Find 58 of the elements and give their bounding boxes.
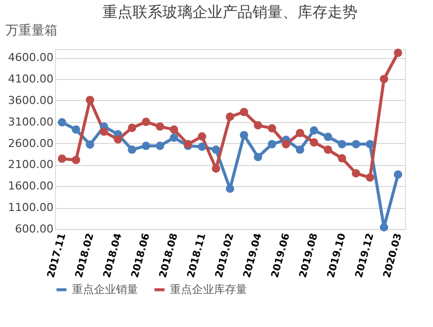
y-tick-label: 1100.00 (8, 201, 54, 214)
point (72, 125, 80, 134)
y-tick-label: 3600.00 (8, 94, 54, 107)
y-tick-label: 4100.00 (8, 72, 54, 86)
point (394, 48, 402, 58)
point (100, 128, 108, 136)
point (338, 154, 346, 162)
point (310, 126, 318, 135)
point (310, 138, 318, 147)
point (142, 118, 150, 126)
point (324, 132, 332, 142)
point (212, 146, 220, 154)
y-tick-label: 600.00 (15, 222, 54, 236)
point (366, 173, 374, 182)
point (226, 184, 234, 193)
point (296, 146, 304, 154)
point (282, 140, 290, 148)
legend-label: 重点企业库存量 (170, 282, 247, 296)
point (170, 134, 178, 142)
y-tick-label: 4600.00 (8, 51, 54, 64)
point (212, 164, 220, 173)
point (72, 156, 80, 164)
point (352, 140, 360, 148)
chart-title: 重点联系玻璃企业产品销量、库存走势 (102, 3, 358, 21)
y-tick-label: 2600.00 (8, 136, 54, 150)
point (156, 122, 164, 131)
point (86, 96, 94, 104)
point (268, 124, 276, 132)
point (240, 108, 248, 116)
point (198, 132, 206, 141)
point (240, 130, 248, 140)
point (366, 140, 374, 148)
point (254, 121, 262, 130)
point (58, 118, 66, 126)
point (170, 125, 178, 134)
point (380, 74, 388, 84)
point (58, 154, 66, 163)
point (128, 146, 136, 154)
point (128, 124, 136, 132)
point (352, 169, 360, 178)
point (380, 223, 388, 232)
point (86, 140, 94, 149)
point (268, 140, 276, 148)
y-tick-label: 1600.00 (8, 180, 54, 193)
point (114, 135, 122, 144)
point (142, 142, 150, 150)
y-axis-title: 万重量箱 (6, 24, 58, 38)
point (394, 170, 402, 179)
point (226, 112, 234, 121)
point (338, 140, 346, 148)
point (156, 142, 164, 150)
point (254, 152, 262, 162)
y-tick-label: 2100.00 (8, 158, 54, 172)
legend-label: 重点企业销量 (72, 282, 138, 296)
point (198, 142, 206, 151)
point (296, 128, 304, 138)
point (324, 146, 332, 154)
y-tick-label: 3100.00 (8, 115, 54, 128)
